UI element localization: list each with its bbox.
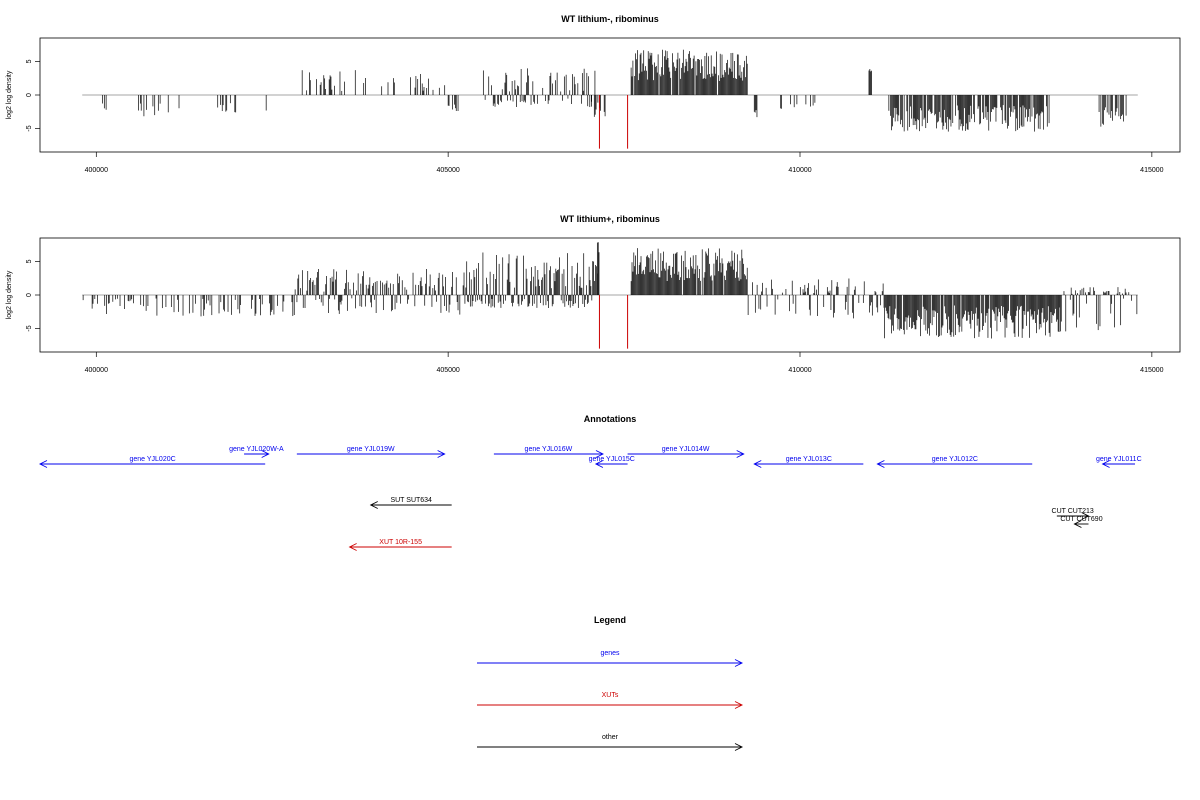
annotation-label: SUT SUT634	[390, 497, 432, 504]
annotation-label: XUT 10R-155	[379, 539, 422, 546]
annotation-arrow: gene YJL013C	[753, 456, 864, 468]
y-tick-label: 0	[26, 293, 33, 297]
legend-label: other	[602, 734, 619, 741]
annotation-label: gene YJL015C	[589, 456, 635, 463]
y-axis-label: log2 log density	[6, 70, 13, 119]
y-tick-label: 0	[26, 93, 33, 97]
annotation-label: gene YJL014W	[662, 446, 710, 453]
annotation-arrow: gene YJL020C	[38, 456, 266, 468]
density-panel-lithium-plus: WT lithium+, ribominus log2 log density …	[6, 214, 1181, 374]
annotation-arrow: gene YJL020W-A	[229, 446, 284, 458]
y-tick-label: -5	[26, 125, 33, 131]
annotation-label: gene YJL013C	[786, 456, 832, 463]
annotation-arrow: CUT CUT690	[1060, 516, 1103, 528]
legend-arrow: genes	[477, 650, 744, 667]
legend-title: Legend	[594, 615, 626, 625]
annotation-label: gene YJL016W	[525, 446, 573, 453]
annotation-arrow: gene YJL014W	[627, 446, 745, 458]
x-tick-label: 405000	[436, 167, 459, 174]
x-axis: 400000 405000 410000 415000	[85, 352, 1164, 374]
y-axis: 5 0 -5	[26, 259, 40, 332]
panel-title: WT lithium+, ribominus	[560, 214, 660, 224]
y-tick-label: -5	[26, 325, 33, 331]
x-axis: 400000 405000 410000 415000	[85, 152, 1164, 174]
bar-layer	[82, 49, 1138, 149]
annotation-features: gene YJL020W-A gene YJL020C gene YJL019W ge…	[38, 446, 1142, 551]
x-tick-label: 400000	[85, 367, 108, 374]
annotation-arrow: XUT 10R-155	[348, 539, 452, 551]
annotations-title: Annotations	[584, 414, 637, 424]
annotation-arrow: SUT SUT634	[369, 497, 452, 509]
x-tick-label: 415000	[1140, 367, 1163, 374]
y-axis-label: log2 log density	[6, 270, 13, 319]
annotation-arrow: CUT CUT213	[1052, 508, 1094, 520]
annotation-arrow: gene YJL015C	[589, 456, 635, 468]
annotation-label: gene YJL020W-A	[229, 446, 284, 453]
annotation-label: gene YJL019W	[347, 446, 395, 453]
y-tick-label: 5	[26, 259, 33, 263]
annotation-arrow: gene YJL016W	[493, 446, 604, 458]
annotation-label: gene YJL020C	[129, 456, 175, 463]
legend-label: XUTs	[602, 692, 619, 699]
annotation-label: CUT CUT690	[1060, 516, 1102, 523]
legend-items: genes XUTs other	[477, 650, 744, 751]
panel-title: WT lithium-, ribominus	[561, 14, 659, 24]
annotation-arrow: gene YJL012C	[876, 456, 1033, 468]
x-tick-label: 410000	[788, 167, 811, 174]
x-tick-label: 410000	[788, 367, 811, 374]
annotation-label: gene YJL011C	[1096, 456, 1142, 463]
annotation-label: gene YJL012C	[932, 456, 978, 463]
x-tick-label: 405000	[436, 367, 459, 374]
annotation-label: CUT CUT213	[1052, 508, 1094, 515]
legend-arrow: XUTs	[477, 692, 744, 709]
y-axis: 5 0 -5	[26, 59, 40, 132]
density-panel-lithium-minus: WT lithium-, ribominus log2 log density …	[6, 14, 1181, 174]
legend-label: genes	[600, 650, 620, 657]
legend: Legend genes XUTs other	[477, 615, 744, 751]
annotation-arrow: gene YJL011C	[1096, 456, 1142, 468]
annotation-arrow: gene YJL019W	[296, 446, 446, 458]
y-tick-label: 5	[26, 59, 33, 63]
x-tick-label: 400000	[85, 167, 108, 174]
x-tick-label: 415000	[1140, 167, 1163, 174]
bar-layer	[82, 242, 1138, 349]
legend-arrow: other	[477, 734, 744, 751]
